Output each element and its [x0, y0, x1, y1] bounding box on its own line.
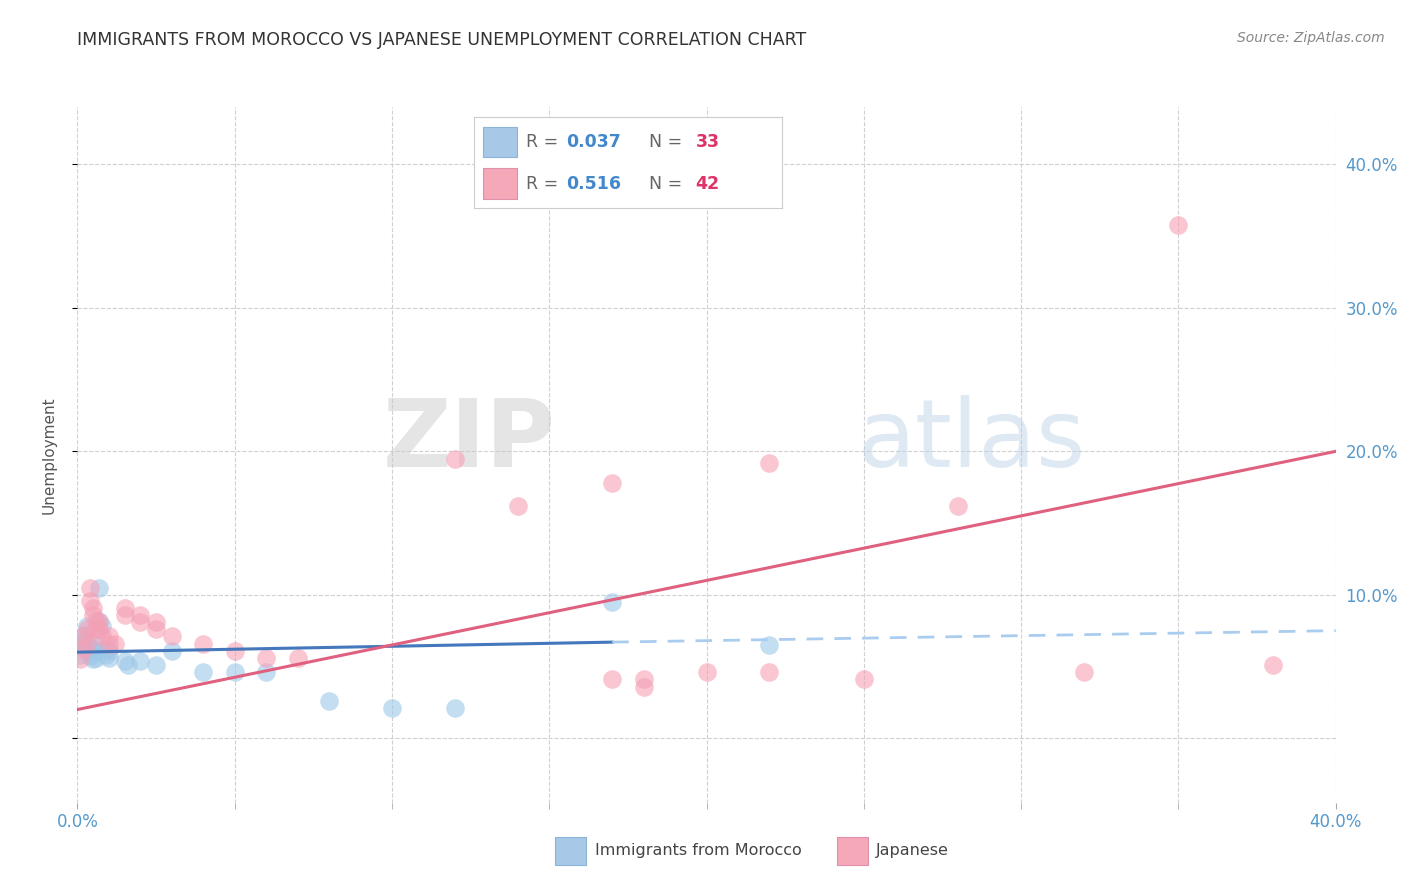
Point: [114, 607, 136, 622]
Point: [76, 636, 98, 650]
Point: [145, 658, 167, 673]
Point: [69, 638, 91, 652]
Point: [444, 701, 467, 715]
Point: [84, 622, 107, 636]
Point: [94, 648, 117, 662]
Point: [696, 665, 718, 680]
Point: [1261, 658, 1284, 673]
Point: [600, 673, 623, 687]
Point: [160, 629, 183, 643]
Point: [381, 701, 404, 715]
Point: [91, 619, 114, 633]
Point: [82, 607, 104, 622]
Point: [318, 694, 340, 708]
Point: [82, 635, 104, 649]
Point: [114, 654, 136, 668]
Point: [948, 499, 970, 513]
Point: [82, 652, 104, 666]
Point: [97, 629, 120, 643]
Point: [89, 581, 111, 595]
Point: [129, 654, 152, 668]
Point: [758, 665, 780, 680]
Point: [76, 619, 98, 633]
Point: [79, 593, 101, 607]
Point: [76, 642, 98, 657]
Point: [79, 649, 101, 664]
Point: [600, 475, 623, 490]
Point: [506, 499, 529, 513]
Point: [79, 640, 101, 655]
Text: ZIP: ZIP: [382, 395, 555, 487]
Point: [114, 600, 136, 615]
Point: [254, 651, 277, 665]
Point: [72, 642, 94, 657]
Point: [84, 614, 107, 628]
Point: [254, 665, 277, 680]
Point: [104, 636, 127, 650]
Point: [97, 651, 120, 665]
Point: [191, 665, 215, 680]
Point: [84, 644, 107, 658]
Point: [1167, 218, 1189, 232]
Point: [758, 456, 780, 470]
Point: [72, 629, 94, 643]
Point: [224, 665, 246, 680]
Point: [852, 673, 875, 687]
Text: Source: ZipAtlas.com: Source: ZipAtlas.com: [1237, 31, 1385, 45]
Y-axis label: Unemployment: Unemployment: [42, 396, 56, 514]
Point: [84, 651, 107, 665]
Point: [1073, 665, 1095, 680]
Point: [444, 451, 467, 466]
Point: [160, 644, 183, 658]
Point: [758, 638, 780, 652]
Point: [94, 642, 117, 657]
Point: [224, 644, 246, 658]
Point: [89, 614, 111, 628]
Point: [82, 644, 104, 658]
Text: Immigrants from Morocco: Immigrants from Morocco: [595, 844, 801, 858]
Point: [129, 615, 152, 629]
Point: [97, 636, 120, 650]
Point: [69, 652, 91, 666]
Point: [72, 633, 94, 648]
Point: [82, 600, 104, 615]
Point: [633, 680, 655, 694]
Point: [89, 622, 111, 636]
Text: IMMIGRANTS FROM MOROCCO VS JAPANESE UNEMPLOYMENT CORRELATION CHART: IMMIGRANTS FROM MOROCCO VS JAPANESE UNEM…: [77, 31, 807, 49]
Point: [91, 629, 114, 643]
Point: [117, 658, 139, 673]
Point: [76, 622, 98, 636]
Point: [89, 615, 111, 629]
Point: [287, 651, 309, 665]
Point: [633, 673, 655, 687]
Point: [145, 615, 167, 629]
Point: [79, 581, 101, 595]
Point: [191, 636, 215, 650]
Point: [145, 622, 167, 636]
Point: [69, 648, 91, 662]
Point: [97, 644, 120, 658]
Point: [129, 607, 152, 622]
Point: [600, 595, 623, 609]
Point: [72, 628, 94, 642]
Text: atlas: atlas: [858, 395, 1085, 487]
Text: Japanese: Japanese: [876, 844, 949, 858]
